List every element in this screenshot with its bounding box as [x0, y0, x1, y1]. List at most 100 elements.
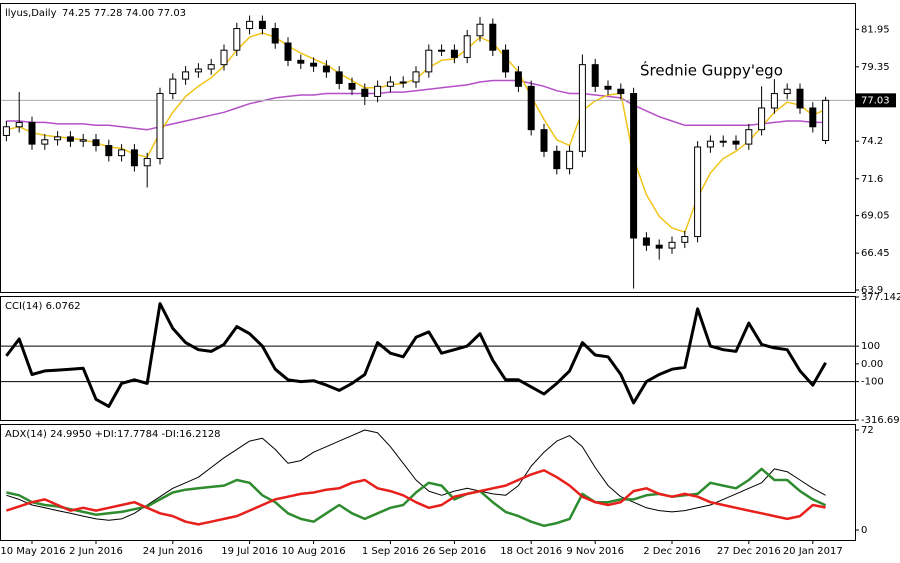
candle-body: [604, 85, 612, 90]
candle-body: [28, 121, 36, 145]
candle-body: [246, 20, 254, 30]
candle-body: [681, 236, 689, 243]
y-tick-label: -316.699: [861, 415, 900, 426]
x-tick-label: 2 Jun 2016: [69, 546, 123, 557]
candle-body: [194, 68, 202, 73]
series-line: [6, 429, 826, 521]
panel-title: llyus,Daily: [5, 8, 57, 19]
candle-body: [809, 107, 817, 128]
y-tick-label: 81.95: [861, 24, 890, 35]
adx-panel: [0, 424, 856, 541]
cci-panel: [0, 296, 856, 421]
candle-body: [233, 28, 241, 51]
candle-body: [489, 23, 497, 51]
candle-body: [79, 139, 87, 142]
y-tick-label: 72: [861, 425, 874, 436]
y-tick-label: 0.00: [861, 359, 883, 370]
candle-body: [156, 93, 164, 160]
candle-body: [92, 139, 100, 147]
candle-body: [617, 88, 625, 95]
candle-body: [732, 140, 740, 145]
series-line: [6, 469, 826, 526]
candle-body: [630, 93, 638, 239]
x-tick-label: 9 Nov 2016: [566, 546, 624, 557]
price-panel: [0, 3, 856, 293]
candle-body: [412, 71, 420, 83]
candle-body: [706, 140, 714, 148]
series-line: [5, 302, 827, 408]
candle-body: [566, 150, 574, 170]
candle-body: [310, 62, 318, 67]
panel-subtitle: 74.25 77.28 74.00 77.03: [62, 8, 186, 19]
x-tick-label: 24 Jun 2016: [143, 546, 203, 557]
candle-body: [425, 49, 433, 73]
candle-body: [41, 139, 49, 145]
x-tick-label: 2 Dec 2016: [643, 546, 701, 557]
candle-body: [450, 49, 458, 58]
candle-body: [745, 129, 753, 145]
candle-body: [374, 85, 382, 97]
candle-body: [694, 146, 702, 238]
candle-body: [130, 149, 138, 167]
candle-body: [514, 71, 522, 87]
candle-body: [655, 244, 663, 249]
candle-body: [540, 129, 548, 152]
candle-body: [143, 158, 151, 167]
x-tick-label: 20 Jan 2017: [783, 546, 843, 557]
candle-body: [476, 23, 484, 37]
price-label: 77.03: [861, 95, 890, 106]
y-tick-label: 100: [861, 341, 880, 352]
candle-body: [399, 81, 407, 84]
candle-body: [297, 59, 305, 64]
x-tick-label: 1 Sep 2016: [362, 546, 419, 557]
x-tick-label: 27 Dec 2016: [717, 546, 781, 557]
candle-body: [284, 42, 292, 61]
candle-body: [169, 78, 177, 95]
panel-title: CCI(14) 6.0762: [5, 301, 81, 312]
x-tick-label: 10 May 2016: [0, 546, 65, 557]
annotation: Średnie Guppy'ego: [640, 61, 783, 80]
candle-body: [527, 85, 535, 131]
candle-body: [578, 64, 586, 152]
candle-body: [463, 35, 471, 58]
candle-body: [105, 145, 113, 157]
candle-body: [207, 64, 215, 70]
y-tick-label: 69.05: [861, 211, 890, 222]
candle-body: [770, 93, 778, 109]
x-tick-label: 18 Oct 2016: [500, 546, 562, 557]
series-line: [6, 79, 826, 131]
candle-body: [502, 49, 510, 73]
candle-body: [322, 65, 330, 73]
candle-body: [2, 126, 10, 136]
candle-body: [271, 28, 279, 44]
candle-body: [719, 140, 727, 143]
candle-body: [54, 136, 62, 141]
candle-body: [758, 107, 766, 131]
candle-body: [386, 81, 394, 87]
candle-body: [335, 71, 343, 84]
x-tick-label: 19 Jul 2016: [221, 546, 278, 557]
candle-body: [66, 136, 74, 142]
candle-body: [796, 88, 804, 109]
x-tick-label: 26 Sep 2016: [423, 546, 486, 557]
candle-body: [220, 49, 228, 66]
candle-body: [118, 149, 126, 157]
y-tick-label: 63.9: [861, 285, 883, 296]
y-tick-label: 71.6: [861, 174, 883, 185]
candle-body: [642, 237, 650, 246]
panel-title: ADX(14) 24.9950 +DI:17.7784 -DI:16.2128: [5, 429, 221, 440]
candle-body: [438, 49, 446, 52]
y-tick-label: 0: [861, 525, 867, 536]
candle-body: [591, 64, 599, 87]
y-tick-label: -100: [861, 377, 884, 388]
series-line: [6, 467, 827, 528]
y-tick-label: 377.1422: [861, 292, 900, 303]
candle-body: [15, 121, 23, 128]
candle-body: [182, 71, 190, 80]
candle-body: [783, 88, 791, 95]
candle-body: [361, 88, 369, 97]
price-label-box: [856, 93, 896, 108]
candle-body: [348, 82, 356, 90]
